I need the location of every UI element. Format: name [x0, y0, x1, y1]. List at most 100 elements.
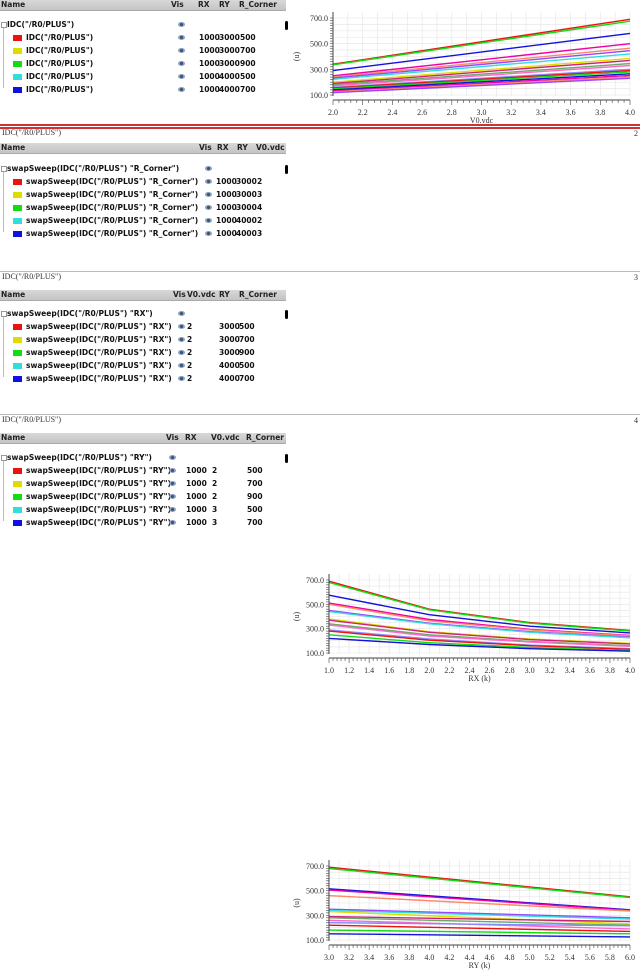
column-header-name[interactable]: Name	[1, 433, 26, 442]
visibility-eye-icon[interactable]	[169, 520, 176, 525]
visibility-eye-icon[interactable]	[178, 22, 185, 27]
visibility-eye-icon[interactable]	[205, 231, 212, 236]
collapse-toggle-icon[interactable]	[1, 166, 7, 172]
column-header-ry[interactable]: RY	[219, 0, 230, 9]
series-line	[332, 50, 631, 79]
visibility-eye-icon[interactable]	[169, 455, 176, 460]
series-line	[332, 20, 631, 66]
visibility-eye-icon[interactable]	[169, 494, 176, 499]
column-header-ry[interactable]: RY	[237, 143, 248, 152]
trace-row[interactable]: swapSweep(IDC("/R0/PLUS") "RY") 1000 2 900	[0, 491, 286, 503]
visibility-eye-icon[interactable]	[205, 218, 212, 223]
panel-divider[interactable]	[0, 124, 640, 126]
trace-row[interactable]: swapSweep(IDC("/R0/PLUS") "RX") 2 3000 700	[0, 334, 286, 346]
column-header-name[interactable]: Name	[1, 143, 26, 152]
param-value: 1000	[216, 216, 237, 225]
visibility-eye-icon[interactable]	[169, 507, 176, 512]
plot-panel-2: IDC("/R0/PLUS") 2 Name Vis RX RY V0.vdc swapSwe…	[0, 128, 640, 396]
param-value: 2	[187, 361, 193, 370]
series-line	[332, 57, 631, 83]
chart-1[interactable]: 2.0 2.2 2.4 2.6 2.8 3.0 3.2 3.4 3.6 3.8 4.0 100.0 30…	[290, 0, 640, 124]
trace-row[interactable]: swapSweep(IDC("/R0/PLUS") "R_Corner") 100…	[0, 189, 286, 201]
trace-row[interactable]: swapSweep(IDC("/R0/PLUS") "R_Corner") 100…	[0, 228, 286, 240]
scrollbar-thumb[interactable]	[285, 21, 288, 30]
tree-root-row[interactable]: IDC("/R0/PLUS")	[0, 19, 286, 31]
param-value: 2	[187, 374, 193, 383]
column-header-ry[interactable]: RY	[219, 290, 230, 299]
tree-root-row[interactable]: swapSweep(IDC("/R0/PLUS") "R_Corner")	[0, 163, 286, 175]
param-value: 1000	[216, 203, 237, 212]
column-header-rx[interactable]: RX	[217, 143, 229, 152]
column-header-rx[interactable]: RX	[185, 433, 197, 442]
trace-row[interactable]: swapSweep(IDC("/R0/PLUS") "RY") 1000 3 700	[0, 517, 286, 529]
trace-row[interactable]: swapSweep(IDC("/R0/PLUS") "RY") 1000 3 500	[0, 504, 286, 516]
visibility-eye-icon[interactable]	[169, 468, 176, 473]
column-header-vis[interactable]: Vis	[173, 290, 186, 299]
param-value: 2	[212, 466, 218, 475]
trace-row[interactable]: IDC("/R0/PLUS") 1000 3000 900	[0, 58, 286, 70]
collapse-toggle-icon[interactable]	[1, 455, 7, 461]
visibility-eye-icon[interactable]	[178, 61, 185, 66]
column-header-vis[interactable]: Vis	[171, 0, 184, 9]
trace-row[interactable]: swapSweep(IDC("/R0/PLUS") "R_Corner") 100…	[0, 176, 286, 188]
visibility-eye-icon[interactable]	[178, 48, 185, 53]
trace-row[interactable]: IDC("/R0/PLUS") 1000 3000 700	[0, 45, 286, 57]
scrollbar-thumb[interactable]	[285, 310, 288, 319]
visibility-eye-icon[interactable]	[178, 311, 185, 316]
trace-row[interactable]: swapSweep(IDC("/R0/PLUS") "RX") 2 3000 900	[0, 347, 286, 359]
trace-name: swapSweep(IDC("/R0/PLUS") "RX")	[26, 335, 172, 344]
scrollbar-thumb[interactable]	[285, 454, 288, 463]
trace-row[interactable]: swapSweep(IDC("/R0/PLUS") "R_Corner") 100…	[0, 202, 286, 214]
trace-row[interactable]: swapSweep(IDC("/R0/PLUS") "RX") 2 3000 500	[0, 321, 286, 333]
visibility-eye-icon[interactable]	[178, 324, 185, 329]
param-value: 700	[247, 518, 263, 527]
panel-divider[interactable]	[0, 127, 640, 129]
column-header-r-corner[interactable]: R_Corner	[239, 290, 278, 299]
trace-row[interactable]: swapSweep(IDC("/R0/PLUS") "RY") 1000 2 700	[0, 478, 286, 490]
trace-row[interactable]: swapSweep(IDC("/R0/PLUS") "RX") 2 4000 500	[0, 360, 286, 372]
trace-row[interactable]: IDC("/R0/PLUS") 1000 3000 500	[0, 32, 286, 44]
column-header-name[interactable]: Name	[1, 0, 26, 9]
column-header-r-corner[interactable]: R_Corner	[239, 0, 278, 9]
x-tick-label: 2.0	[424, 666, 434, 675]
scrollbar-thumb[interactable]	[285, 165, 288, 174]
trace-row[interactable]: swapSweep(IDC("/R0/PLUS") "RX") 2 4000 700	[0, 373, 286, 385]
column-header-vis[interactable]: Vis	[199, 143, 212, 152]
column-header-v0-vdc[interactable]: V0.vdc	[211, 433, 240, 442]
column-header-name[interactable]: Name	[1, 290, 26, 299]
tree-root-row[interactable]: swapSweep(IDC("/R0/PLUS") "RY")	[0, 452, 286, 464]
trace-name: swapSweep(IDC("/R0/PLUS") "R_Corner")	[26, 229, 199, 238]
panel-divider[interactable]	[0, 271, 640, 272]
visibility-eye-icon[interactable]	[178, 350, 185, 355]
visibility-eye-icon[interactable]	[205, 166, 212, 171]
visibility-eye-icon[interactable]	[178, 74, 185, 79]
trace-row[interactable]: swapSweep(IDC("/R0/PLUS") "RY") 1000 2 500	[0, 465, 286, 477]
panel-divider[interactable]	[0, 414, 640, 415]
visibility-eye-icon[interactable]	[205, 192, 212, 197]
trace-row[interactable]: IDC("/R0/PLUS") 1000 4000 700	[0, 84, 286, 96]
column-header-vis[interactable]: Vis	[166, 433, 179, 442]
tree-root-row[interactable]: swapSweep(IDC("/R0/PLUS") "RX")	[0, 308, 286, 320]
chart-4[interactable]: 3.0 3.2 3.4 3.6 3.8 4.0 4.2 4.4 4.6 4.8 5.0 5.2 5.4 5…	[290, 830, 640, 972]
table-header: Name Vis V0.vdc RY R_Corner	[0, 290, 286, 301]
visibility-eye-icon[interactable]	[205, 179, 212, 184]
visibility-eye-icon[interactable]	[178, 363, 185, 368]
param-value: 3000	[236, 203, 257, 212]
column-header-v0-vdc[interactable]: V0.vdc	[256, 143, 285, 152]
trace-group-name: swapSweep(IDC("/R0/PLUS") "R_Corner")	[7, 164, 180, 173]
visibility-eye-icon[interactable]	[178, 337, 185, 342]
collapse-toggle-icon[interactable]	[1, 311, 7, 317]
collapse-toggle-icon[interactable]	[1, 22, 7, 28]
column-header-v0-vdc[interactable]: V0.vdc	[187, 290, 216, 299]
column-header-r-corner[interactable]: R_Corner	[246, 433, 285, 442]
trace-row[interactable]: swapSweep(IDC("/R0/PLUS") "R_Corner") 100…	[0, 215, 286, 227]
visibility-eye-icon[interactable]	[169, 481, 176, 486]
visibility-eye-icon[interactable]	[205, 205, 212, 210]
trace-row[interactable]: IDC("/R0/PLUS") 1000 4000 500	[0, 71, 286, 83]
visibility-eye-icon[interactable]	[178, 35, 185, 40]
visibility-eye-icon[interactable]	[178, 376, 185, 381]
trace-color-swatch	[13, 481, 22, 487]
column-header-rx[interactable]: RX	[198, 0, 210, 9]
chart-3[interactable]: 1.0 1.2 1.4 1.6 1.8 2.0 2.2 2.4 2.6 2.8 3.0 3.2 3.4 3…	[290, 544, 640, 686]
visibility-eye-icon[interactable]	[178, 87, 185, 92]
